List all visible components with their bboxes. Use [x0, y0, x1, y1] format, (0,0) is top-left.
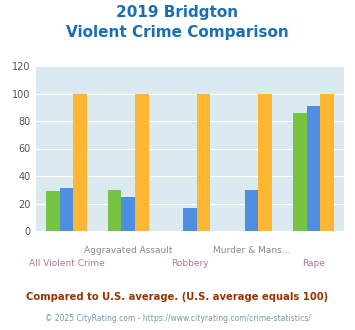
- Text: © 2025 CityRating.com - https://www.cityrating.com/crime-statistics/: © 2025 CityRating.com - https://www.city…: [45, 314, 310, 323]
- Text: All Violent Crime: All Violent Crime: [28, 259, 104, 268]
- Text: Violent Crime Comparison: Violent Crime Comparison: [66, 25, 289, 40]
- Bar: [293, 113, 307, 231]
- Bar: [121, 197, 135, 231]
- Text: 2019 Bridgton: 2019 Bridgton: [116, 5, 239, 20]
- Text: Aggravated Assault: Aggravated Assault: [84, 246, 173, 255]
- Text: Robbery: Robbery: [171, 259, 209, 268]
- Bar: [183, 208, 197, 231]
- Bar: [135, 93, 148, 231]
- Bar: [46, 191, 60, 231]
- Bar: [320, 93, 334, 231]
- Text: Rape: Rape: [302, 259, 325, 268]
- Legend: Bridgton, Maine, National: Bridgton, Maine, National: [49, 328, 331, 330]
- Bar: [108, 190, 121, 231]
- Bar: [60, 188, 73, 231]
- Text: Compared to U.S. average. (U.S. average equals 100): Compared to U.S. average. (U.S. average …: [26, 292, 329, 302]
- Bar: [73, 93, 87, 231]
- Text: Murder & Mans...: Murder & Mans...: [213, 246, 290, 255]
- Bar: [245, 190, 258, 231]
- Bar: [197, 93, 210, 231]
- Bar: [258, 93, 272, 231]
- Bar: [307, 106, 320, 231]
